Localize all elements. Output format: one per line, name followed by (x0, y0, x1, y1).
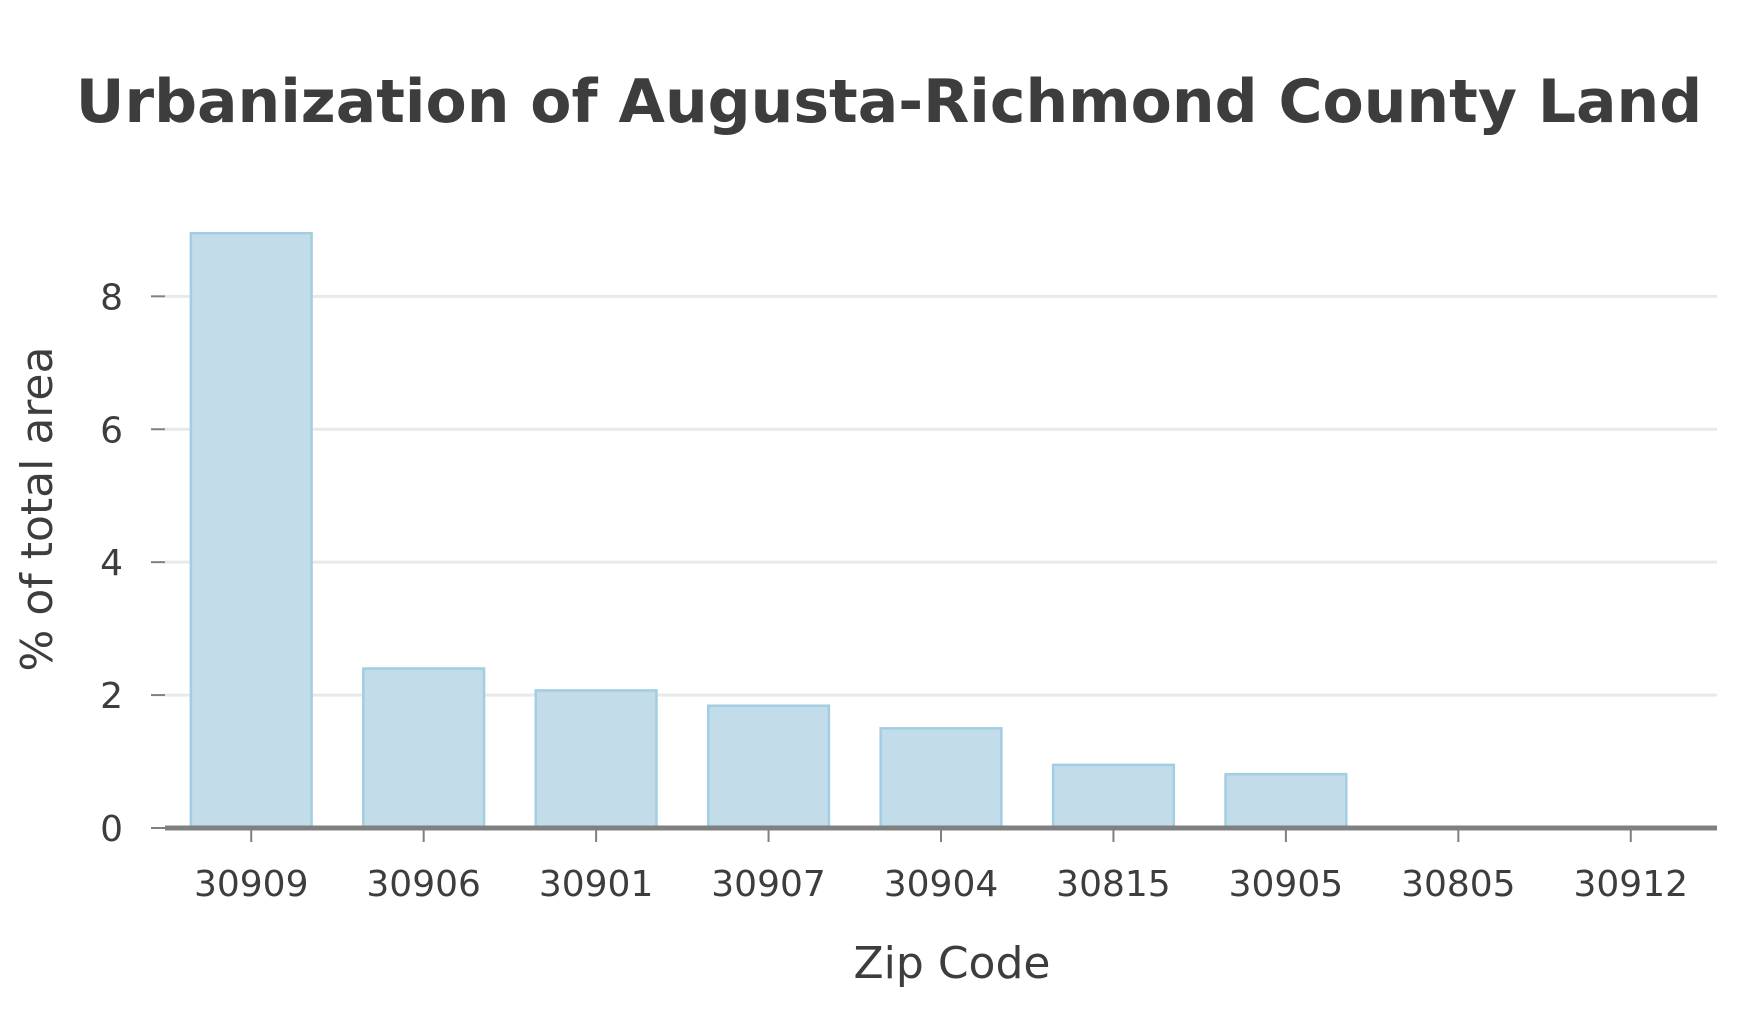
y-tick-label: 0 (100, 809, 123, 850)
bar-30815 (1051, 763, 1176, 830)
x-tick-label: 30906 (366, 864, 481, 905)
bar-30904 (879, 727, 1003, 830)
x-axis-title: Zip Code (854, 938, 1051, 989)
bar-30909 (189, 231, 313, 830)
bars (189, 231, 1348, 830)
x-tick-label: 30909 (194, 864, 309, 905)
chart-title: Urbanization of Augusta-Richmond County … (76, 67, 1702, 137)
bar-30906 (362, 667, 486, 830)
bar-30901 (534, 689, 658, 830)
x-tick-label: 30905 (1229, 864, 1344, 905)
x-tick-labels: 30909 30906 30901 30907 30904 30815 30905 30805… (194, 828, 1688, 905)
x-tick-label: 30904 (884, 864, 999, 905)
x-tick-label: 30912 (1574, 864, 1689, 905)
x-tick-label: 30907 (711, 864, 826, 905)
y-axis: 0 2 4 6 8 (100, 277, 165, 850)
x-tick-label: 30901 (539, 864, 654, 905)
y-axis-title: % of total area (12, 347, 63, 672)
y-tick-label: 2 (100, 676, 123, 717)
y-tick-label: 8 (100, 277, 123, 318)
x-tick-label: 30805 (1401, 864, 1516, 905)
y-tick-label: 4 (100, 543, 123, 584)
y-tick-label: 6 (100, 410, 123, 451)
gridlines (165, 294, 1717, 697)
x-tick-label: 30815 (1056, 864, 1171, 905)
bar-30907 (706, 704, 831, 830)
bar-30905 (1224, 772, 1348, 830)
